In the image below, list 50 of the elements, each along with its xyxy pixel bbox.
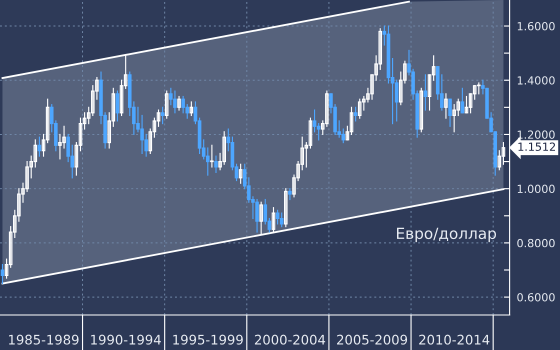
- candlestick: [354, 106, 358, 122]
- candlestick: [169, 88, 173, 106]
- candlestick: [238, 164, 242, 184]
- candlestick: [316, 123, 320, 140]
- candlestick: [280, 212, 284, 228]
- candlestick: [160, 106, 164, 124]
- candlestick: [255, 198, 259, 233]
- x-tick-label: 1990-1994: [91, 334, 161, 345]
- candlestick: [222, 131, 226, 165]
- candlestick: [173, 90, 177, 114]
- y-tick-label: 1.1512: [518, 142, 556, 151]
- y-tick-label: 1.6000: [518, 22, 555, 30]
- candlestick: [284, 188, 288, 228]
- candlestick: [424, 74, 428, 111]
- y-tick-label: 0.8000: [517, 238, 555, 248]
- candlestick: [259, 202, 263, 236]
- candlestick: [460, 88, 464, 114]
- candlestick: [62, 126, 66, 149]
- candlestick: [448, 98, 452, 127]
- candlestick: [206, 147, 210, 176]
- x-tick-label: 2000-2004: [254, 334, 326, 345]
- candlestick: [464, 96, 468, 114]
- candlestick: [288, 188, 292, 200]
- candlestick: [342, 128, 346, 144]
- candlestick: [444, 93, 448, 119]
- candlestick: [272, 207, 276, 233]
- annotation: Евро/доллар: [397, 228, 496, 242]
- y-tick-label: 1.0000: [518, 184, 555, 194]
- candlestick: [140, 114, 144, 154]
- candlestick: [177, 96, 181, 111]
- x-tick-label: 2010-2014: [419, 334, 490, 345]
- candlestick: [190, 101, 194, 116]
- x-tick-label: 1995-1999: [173, 334, 243, 345]
- candlestick: [456, 98, 460, 116]
- candlestick: [358, 98, 362, 119]
- candlestick: [164, 90, 169, 119]
- y-tick-label: 1.2000: [518, 130, 555, 139]
- x-tick-label: 2005-2009: [337, 334, 408, 345]
- candlestick: [420, 88, 424, 132]
- candlestick: [38, 136, 42, 157]
- candlestick: [276, 210, 280, 224]
- candlestick: [498, 150, 502, 170]
- candlestick: [0, 264, 4, 284]
- candlestick: [116, 90, 120, 122]
- y-tick-label: 0.6000: [517, 293, 555, 302]
- candlestick: [58, 134, 62, 160]
- candlestick: [394, 80, 398, 122]
- y-tick-label: 1.4000: [518, 76, 555, 85]
- candlestick: [214, 156, 218, 173]
- x-tick-label: 1985-1989: [9, 334, 79, 345]
